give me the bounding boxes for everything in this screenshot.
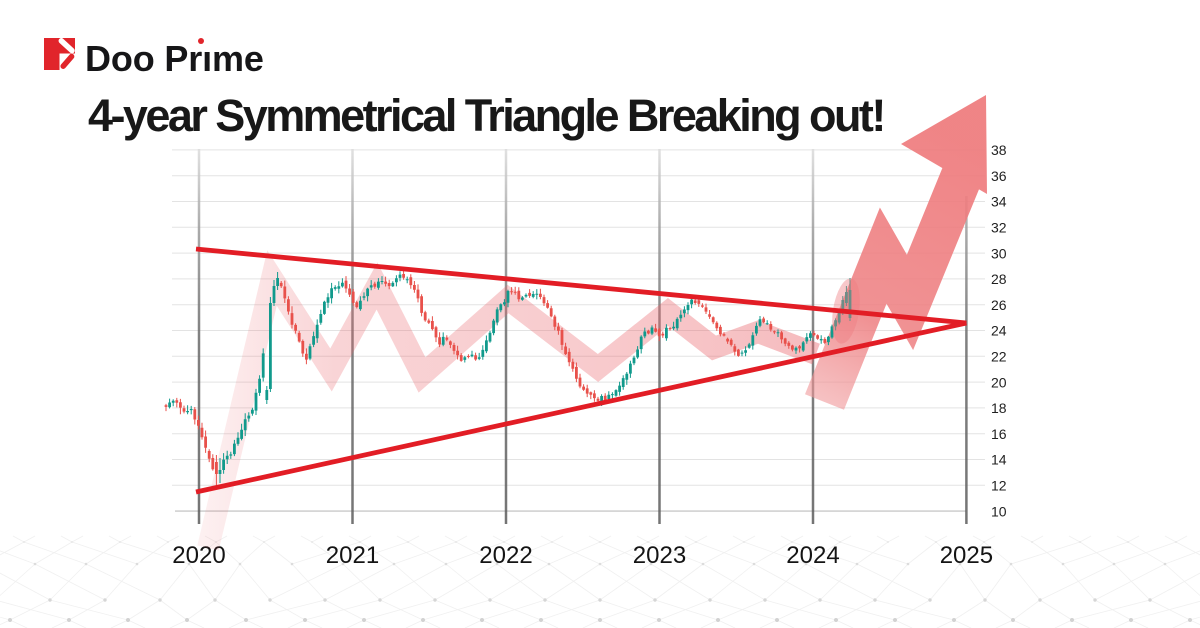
- svg-text:18: 18: [991, 400, 1007, 416]
- svg-text:2025: 2025: [940, 542, 993, 569]
- svg-text:2021: 2021: [326, 542, 379, 569]
- svg-text:10: 10: [991, 503, 1007, 519]
- svg-text:24: 24: [991, 323, 1007, 339]
- svg-text:2023: 2023: [633, 542, 686, 569]
- svg-text:30: 30: [991, 245, 1007, 261]
- svg-text:16: 16: [991, 426, 1007, 442]
- svg-text:2024: 2024: [786, 542, 839, 569]
- svg-text:34: 34: [991, 194, 1007, 210]
- svg-text:32: 32: [991, 220, 1007, 236]
- svg-text:20: 20: [991, 374, 1007, 390]
- svg-text:28: 28: [991, 271, 1007, 287]
- svg-text:22: 22: [991, 349, 1007, 365]
- svg-text:14: 14: [991, 452, 1007, 468]
- svg-text:2022: 2022: [479, 542, 532, 569]
- svg-text:26: 26: [991, 297, 1007, 313]
- svg-text:12: 12: [991, 478, 1007, 494]
- svg-text:38: 38: [991, 142, 1007, 158]
- svg-text:36: 36: [991, 168, 1007, 184]
